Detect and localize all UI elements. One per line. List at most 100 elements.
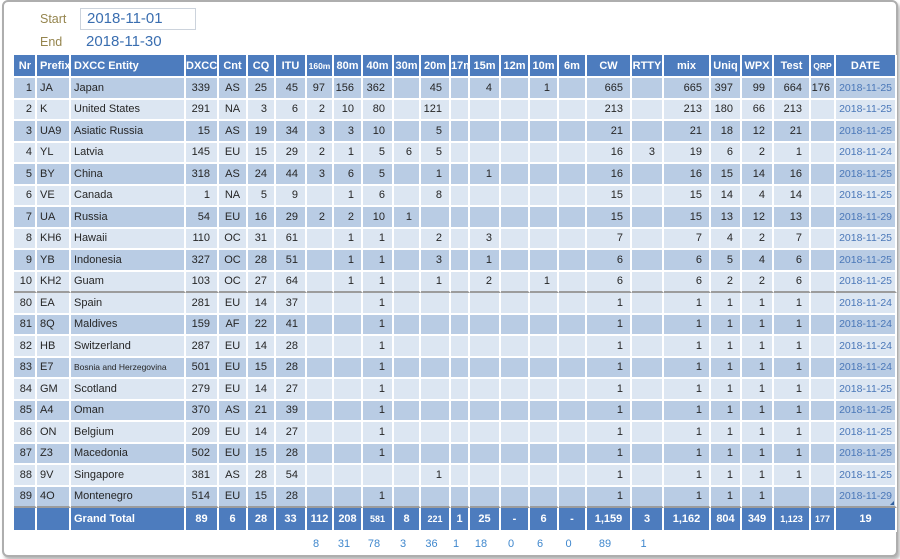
- cell-nr: 83: [14, 357, 37, 379]
- total-test: 1,123: [774, 508, 811, 532]
- cell-qrp: [811, 314, 836, 336]
- total-mix: 1,162: [664, 508, 711, 532]
- cell-20m: [421, 443, 451, 465]
- cell-160m: 3: [307, 164, 334, 186]
- cell-entity: Guam: [71, 271, 186, 293]
- cell-itu: 41: [276, 314, 307, 336]
- cell-mix: 1: [664, 400, 711, 422]
- cell-date: 2018-11-25: [836, 78, 897, 100]
- band-sums-row: 8 31 78 3 36 1 18 0 6 0 89 1: [14, 532, 897, 556]
- col-header-uniq: Uniq: [711, 55, 742, 78]
- cell-test: 13: [774, 207, 811, 229]
- cell-cnt: EU: [219, 293, 248, 315]
- cell-uniq: 15: [711, 164, 742, 186]
- cell-uniq: 4: [711, 228, 742, 250]
- cell-uniq: 1: [711, 443, 742, 465]
- cell-80m: [334, 465, 363, 487]
- cell-prefix: UA: [37, 207, 71, 229]
- cell-17m: [451, 443, 470, 465]
- end-date-input[interactable]: 2018-11-30: [80, 31, 194, 52]
- cell-mix: 213: [664, 99, 711, 121]
- cell-mix: 1: [664, 443, 711, 465]
- col-header-cnt: Cnt: [219, 55, 248, 78]
- cell-15m: [470, 486, 501, 508]
- cell-cw: 1: [587, 400, 632, 422]
- table-row: 5 BY China 318 AS 24 44 3 6 5 1 1 16 16 15 14 16 2018-11-…: [14, 164, 897, 186]
- cell-mix: 21: [664, 121, 711, 143]
- table-row: 6 VE Canada 1 NA 5 9 1 6 8 15 15 14 4 14 2018-11-25: [14, 185, 897, 207]
- cell-cw: 665: [587, 78, 632, 100]
- cell-date: 2018-11-25: [836, 185, 897, 207]
- cell-17m: [451, 400, 470, 422]
- dxcc-band-summary-table: Nr Prefix DXCC Entity DXCC Cnt CQ ITU 160m 80m 40…: [14, 55, 897, 556]
- cell-6m: [559, 293, 587, 315]
- total-qrp: 177: [811, 508, 836, 532]
- cell-itu: 64: [276, 271, 307, 293]
- cell-test: 1: [774, 400, 811, 422]
- table-row: 89 4O Montenegro 514 EU 15 28 1 1 1 1 1 2018-11-29: [14, 486, 897, 508]
- cell-6m: [559, 228, 587, 250]
- cell-nr: 9: [14, 250, 37, 272]
- cell-qrp: [811, 465, 836, 487]
- cell-itu: 29: [276, 142, 307, 164]
- cell-entity: Switzerland: [71, 336, 186, 358]
- cell-80m: 10: [334, 99, 363, 121]
- cell-cnt: AS: [219, 465, 248, 487]
- cell-test: 1: [774, 293, 811, 315]
- cell-test: 21: [774, 121, 811, 143]
- table-row: 81 8Q Maldives 159 AF 22 41 1 1 1 1 1 1 2018-11-24: [14, 314, 897, 336]
- cell-rtty: [632, 465, 664, 487]
- cell-160m: [307, 228, 334, 250]
- cell-dxcc: 159: [186, 314, 219, 336]
- cell-test: 1: [774, 422, 811, 444]
- cell-itu: 6: [276, 99, 307, 121]
- cell-15m: [470, 379, 501, 401]
- col-header-80m: 80m: [334, 55, 363, 78]
- cell-10m: [530, 142, 559, 164]
- start-date-input[interactable]: 2018-11-01: [80, 7, 196, 30]
- cell-nr: 7: [14, 207, 37, 229]
- cell-entity: Indonesia: [71, 250, 186, 272]
- cell-17m: [451, 207, 470, 229]
- cell-dxcc: 502: [186, 443, 219, 465]
- cell-prefix: HB: [37, 336, 71, 358]
- cell-rtty: [632, 207, 664, 229]
- cell-wpx: 12: [742, 207, 774, 229]
- cell-cq: 25: [248, 78, 276, 100]
- cell-nr: 88: [14, 465, 37, 487]
- cell-160m: [307, 465, 334, 487]
- cell-10m: [530, 250, 559, 272]
- cell-6m: [559, 250, 587, 272]
- cell-test: 7: [774, 228, 811, 250]
- cell-17m: [451, 465, 470, 487]
- cell-wpx: 1: [742, 400, 774, 422]
- cell-cq: 21: [248, 400, 276, 422]
- total-80m: 208: [334, 508, 363, 532]
- cell-test: 1: [774, 357, 811, 379]
- cell-nr: 3: [14, 121, 37, 143]
- table-row: 10 KH2 Guam 103 OC 27 64 1 1 1 2 1 6 6 2 2 6 2018-11-25: [14, 271, 897, 293]
- cell-15m: [470, 207, 501, 229]
- cell-qrp: [811, 121, 836, 143]
- col-header-dxcc: DXCC: [186, 55, 219, 78]
- cell-rtty: [632, 357, 664, 379]
- cell-12m: [501, 99, 530, 121]
- cell-entity: Maldives: [71, 314, 186, 336]
- cell-dxcc: 279: [186, 379, 219, 401]
- cell-itu: 9: [276, 185, 307, 207]
- cell-cw: 1: [587, 379, 632, 401]
- cell-15m: [470, 465, 501, 487]
- cell-rtty: [632, 293, 664, 315]
- cell-10m: [530, 121, 559, 143]
- col-header-date: DATE: [836, 55, 897, 78]
- cell-dxcc: 110: [186, 228, 219, 250]
- cell-cw: 1: [587, 293, 632, 315]
- cell-15m: 3: [470, 228, 501, 250]
- cell-40m: 1: [363, 422, 394, 444]
- cell-17m: [451, 379, 470, 401]
- cell-uniq: 14: [711, 185, 742, 207]
- cell-20m: 1: [421, 465, 451, 487]
- start-label: Start: [40, 11, 67, 26]
- cell-20m: [421, 422, 451, 444]
